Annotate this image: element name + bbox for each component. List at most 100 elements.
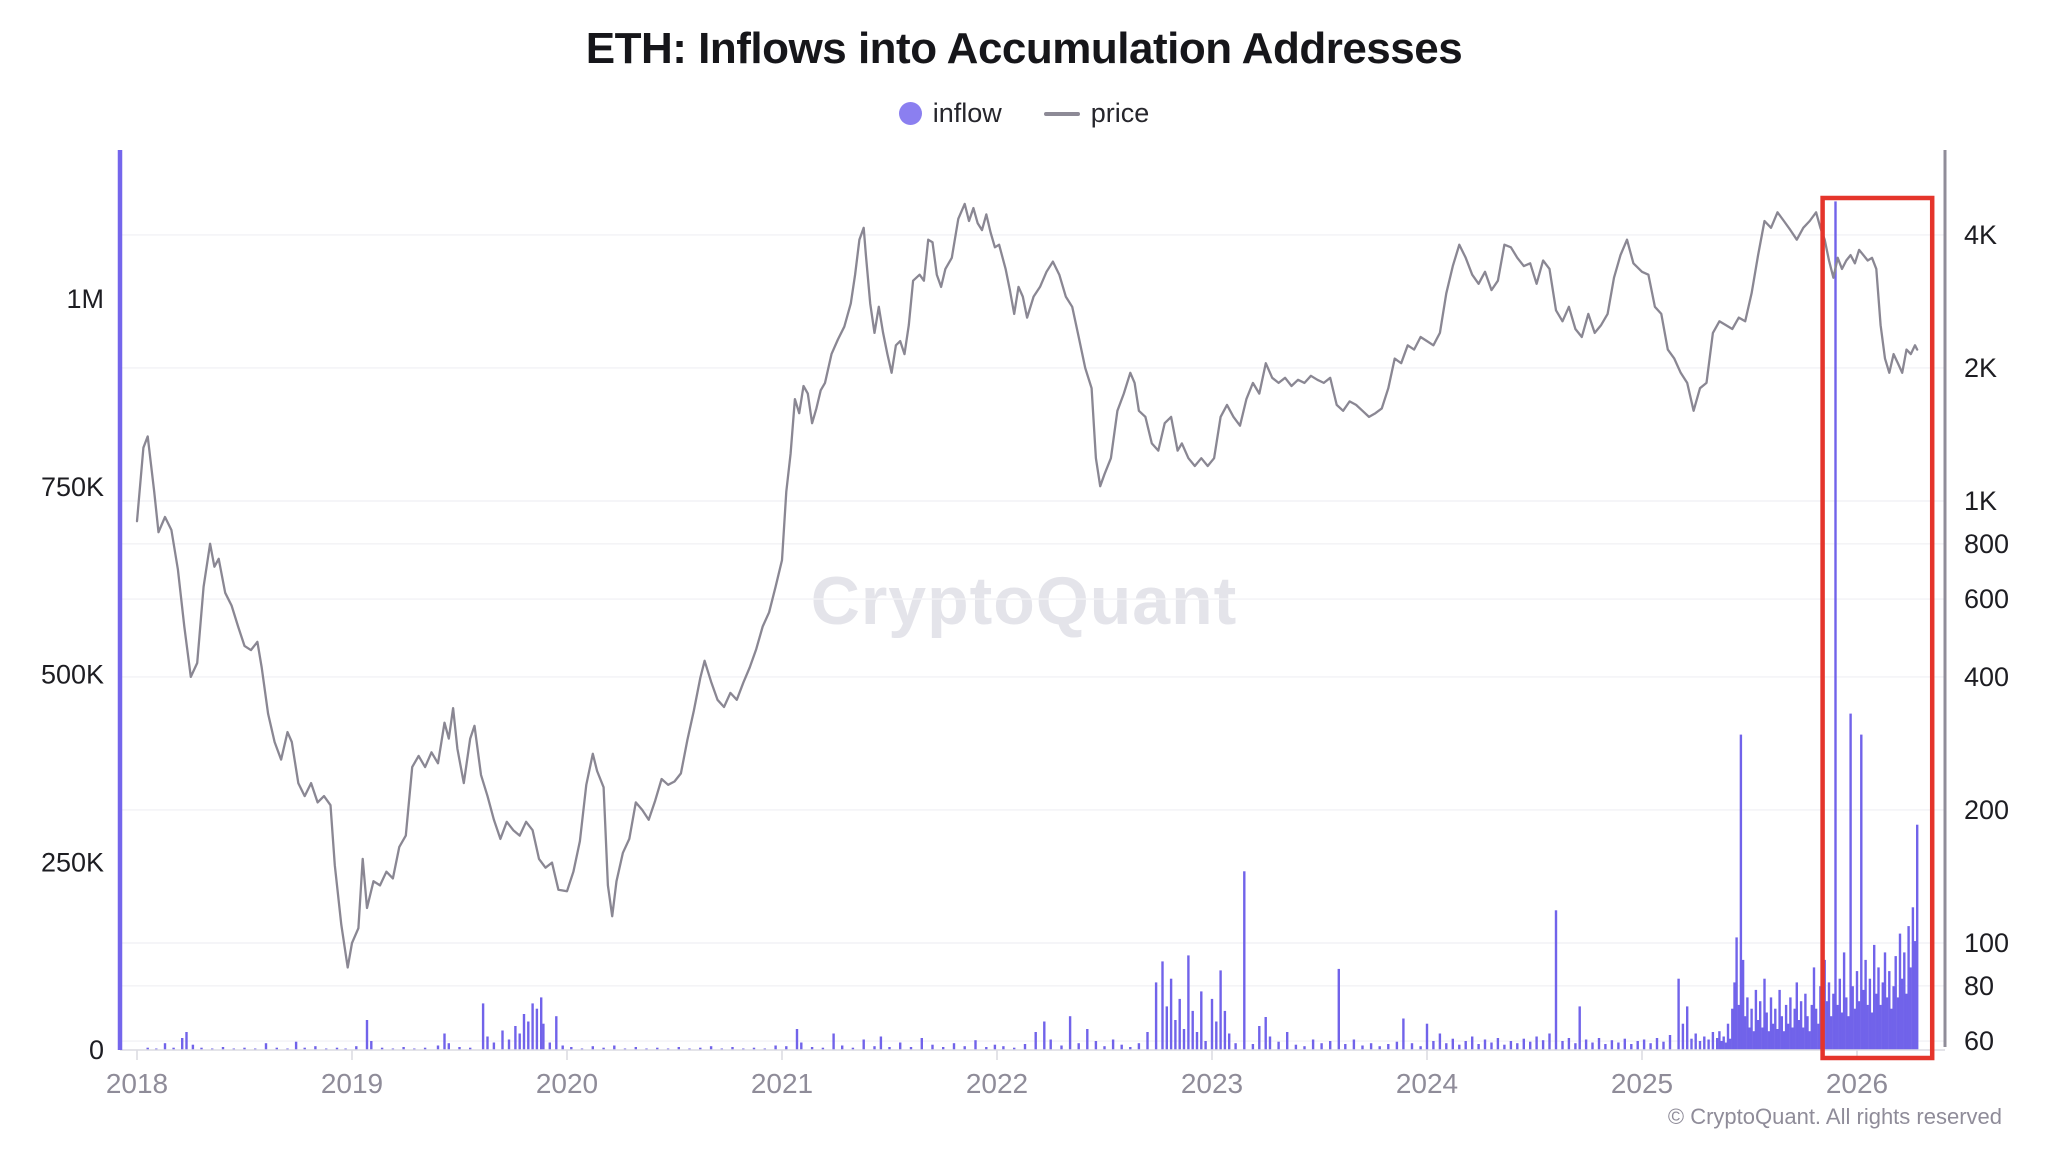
inflow-bar [1840, 1012, 1844, 1050]
inflow-bar [1896, 997, 1900, 1050]
inflow-bar [800, 1042, 803, 1050]
inflow-bar [1187, 955, 1190, 1050]
inflow-bar [1868, 978, 1872, 1050]
inflow-bar [1694, 1033, 1697, 1050]
inflow-bar [1881, 982, 1884, 1050]
inflow-bar [527, 1021, 530, 1050]
inflow-bar [1726, 1023, 1730, 1050]
inflow-bar [1303, 1046, 1306, 1050]
inflow-bar [1049, 1039, 1052, 1050]
inflow-bar [1286, 1032, 1289, 1050]
inflow-bar [810, 1047, 814, 1050]
inflow-bar [1834, 201, 1837, 1050]
inflow-bar [1597, 1038, 1601, 1050]
inflow-bar [1870, 1012, 1874, 1050]
legend-item-price[interactable]: price [1043, 98, 1149, 129]
inflow-bar [963, 1046, 966, 1050]
inflow-bar [1916, 824, 1919, 1050]
inflow-bar [862, 1039, 865, 1050]
legend-item-inflow[interactable]: inflow [898, 98, 1002, 129]
inflow-bar [1630, 1044, 1633, 1050]
chart-title: ETH: Inflows into Accumulation Addresses [585, 24, 1463, 73]
inflow-bar [888, 1047, 891, 1050]
inflow-bar [1808, 1031, 1811, 1050]
inflow-bar [1789, 997, 1792, 1050]
inflow-bar [1146, 1032, 1149, 1050]
inflow-bar [1655, 1038, 1659, 1050]
inflow-bar [1182, 1029, 1186, 1050]
inflow-bar [1756, 1020, 1760, 1050]
copyright-notice: © CryptoQuant. All rights reserved [1667, 1104, 2002, 1129]
inflow-bar [699, 1047, 702, 1050]
inflow-bar [1068, 1016, 1072, 1050]
inflow-bar [540, 997, 543, 1050]
inflow-bar [1754, 989, 1758, 1050]
inflow-bar [1215, 1021, 1218, 1050]
inflow-bar [200, 1047, 203, 1050]
inflow-bar [365, 1020, 369, 1050]
inflow-bar [1103, 1046, 1106, 1050]
inflow-bar [1496, 1038, 1500, 1050]
inflow-bar [1483, 1039, 1487, 1050]
inflow-bar [191, 1044, 195, 1050]
inflow-bar [931, 1044, 934, 1050]
inflow-bar [1898, 933, 1902, 1050]
inflow-bar [1642, 1039, 1646, 1050]
inflow-bar [555, 1016, 558, 1050]
inflow-bar [1894, 956, 1897, 1050]
inflow-bar [1277, 1041, 1280, 1050]
inflow-bar [370, 1041, 373, 1050]
inflow-bar [1793, 1008, 1796, 1050]
inflow-bar [1337, 968, 1340, 1050]
inflow-bar [1802, 1027, 1805, 1050]
inflow-bar [1529, 1041, 1532, 1050]
inflow-bar [1711, 1032, 1715, 1050]
inflow-bar [1907, 926, 1910, 1050]
inflow-bar [952, 1043, 956, 1050]
inflow-bar [1268, 1036, 1272, 1050]
legend-inflow-label: inflow [932, 98, 1002, 128]
inflow-bar [1251, 1044, 1255, 1050]
inflow-bar [1410, 1043, 1414, 1050]
inflow-bar [1746, 997, 1749, 1050]
inflow-bar [920, 1038, 923, 1050]
inflow-bar [1243, 871, 1246, 1050]
inflow-bar [469, 1047, 472, 1050]
inflow-bar [1847, 1016, 1850, 1050]
inflow-axis-tick-label: 0 [89, 1035, 104, 1065]
x-axis-tick-label: 2025 [1611, 1068, 1673, 1099]
inflow-bar [656, 1047, 659, 1050]
inflow-bar [1077, 1043, 1080, 1050]
inflow-bar [1681, 1023, 1685, 1050]
inflow-bar [1191, 1010, 1194, 1050]
inflow-bar [1888, 971, 1891, 1050]
inflow-bar [1774, 1008, 1777, 1050]
inflow-bar [1795, 982, 1798, 1050]
inflow-bar [909, 1047, 913, 1050]
inflow-bar [1761, 1027, 1764, 1050]
inflow-bar [879, 1036, 883, 1050]
inflow-axis-tick-label: 250K [41, 847, 104, 877]
inflow-bar [146, 1047, 149, 1050]
inflow-bar [1737, 1004, 1740, 1050]
inflow-bar [1817, 1023, 1820, 1050]
inflow-bar [1210, 998, 1214, 1050]
inflow-bar [535, 1008, 539, 1050]
inflow-bar [974, 1040, 977, 1050]
inflow-bar [1873, 944, 1876, 1050]
inflow-bar [275, 1047, 278, 1050]
inflow-bar [1806, 1016, 1809, 1050]
inflow-bar [1329, 1041, 1332, 1050]
inflow-bar [1776, 1029, 1779, 1050]
inflow-bar [1855, 971, 1859, 1050]
inflow-bar [1830, 1016, 1833, 1050]
inflow-bar [501, 1030, 504, 1050]
inflow-bar [1832, 993, 1835, 1050]
inflow-bar [1759, 1001, 1762, 1050]
inflow-bar [436, 1045, 440, 1050]
inflow-bar [1690, 1038, 1693, 1050]
inflow-bar [1584, 1039, 1588, 1050]
inflow-bar [1741, 959, 1745, 1050]
inflow-bar [1219, 970, 1222, 1050]
